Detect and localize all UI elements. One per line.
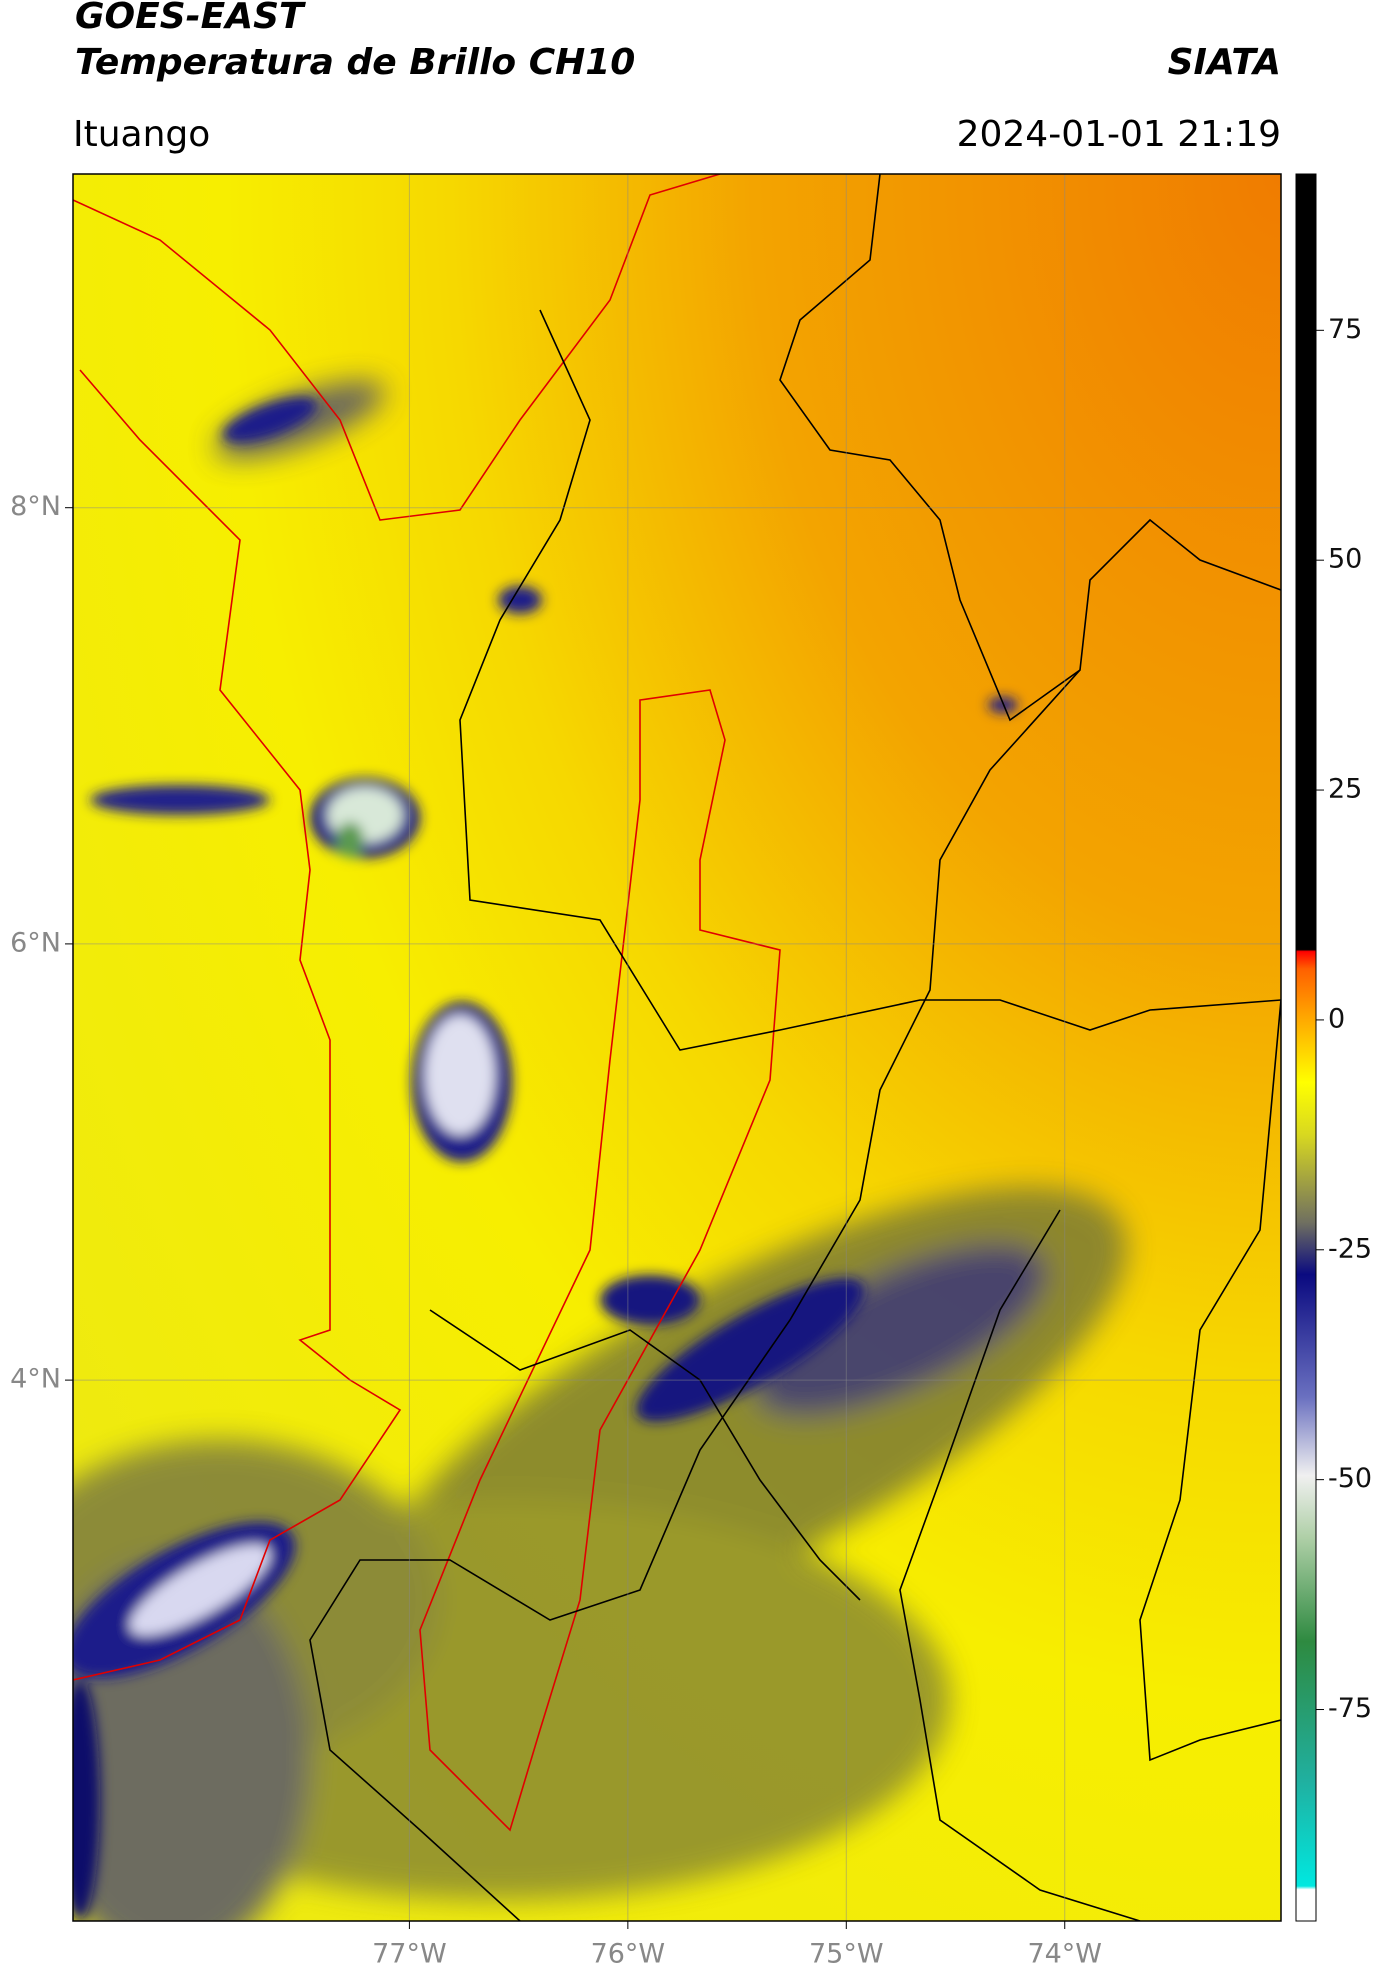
subtitle: Temperatura de Brillo CH10 (75, 42, 635, 83)
colorbar-tick-label: -50 (1328, 1463, 1372, 1494)
lon-tick-label: 74°W (1027, 1939, 1102, 1970)
colorbar (1295, 173, 1317, 1922)
colorbar-tick-label: 75 (1328, 314, 1362, 345)
lon-tick-label: 77°W (372, 1939, 447, 1970)
colorbar-tick-label: -25 (1328, 1233, 1372, 1264)
lon-tick-label: 76°W (591, 1939, 666, 1970)
colorbar-tick-label: -75 (1328, 1693, 1372, 1724)
lat-tick-label: 6°N (10, 927, 61, 958)
datetime: 2024-01-01 21:19 (957, 114, 1281, 155)
title: GOES-EAST (75, 0, 306, 37)
colorbar-tick-label: 50 (1328, 544, 1362, 575)
source: SIATA (1168, 42, 1281, 83)
lat-tick-label: 8°N (10, 491, 61, 522)
map-frame (72, 173, 1282, 1922)
lon-tick-label: 75°W (809, 1939, 884, 1970)
colorbar-tick-label: 25 (1328, 774, 1362, 805)
lat-tick-label: 4°N (10, 1364, 61, 1395)
colorbar-tick-label: 0 (1328, 1003, 1345, 1034)
location: Ituango (73, 114, 210, 155)
map-image (73, 174, 1281, 1921)
graticule (73, 174, 1281, 1921)
